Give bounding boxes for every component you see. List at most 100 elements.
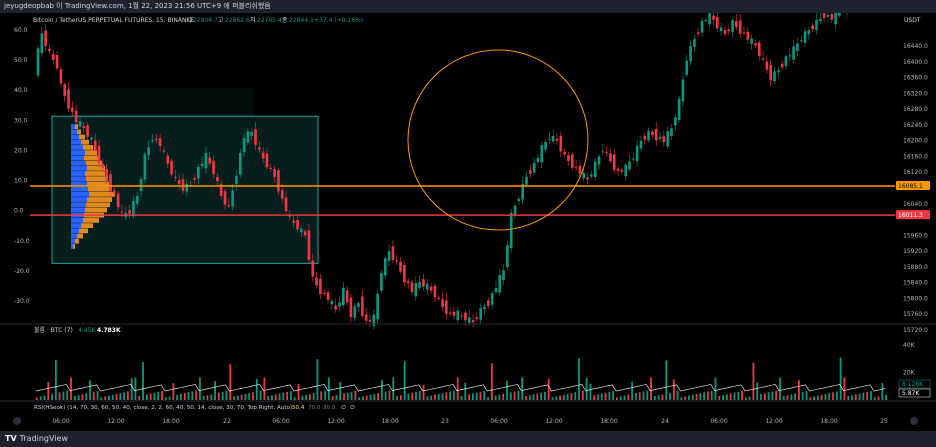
candle-body (155, 139, 158, 141)
volume-bar (714, 377, 717, 400)
volume-bar (290, 391, 292, 400)
candle-body (673, 117, 677, 126)
vp-row-sell-10 (86, 176, 108, 182)
candle-body (383, 258, 387, 276)
volume-bar (263, 377, 266, 400)
candle-body (307, 230, 311, 260)
volume-bar (540, 392, 543, 400)
candle-body (399, 261, 402, 272)
candle-body (422, 279, 425, 287)
candle-body (593, 161, 597, 177)
candle-body (227, 205, 231, 207)
volume-bar (89, 380, 91, 400)
right-axis-tick-16: 15800.0 (903, 295, 928, 302)
volume-bar (820, 394, 823, 400)
volume-bar (396, 396, 398, 400)
volume-bar (157, 391, 160, 400)
volume-profile[interactable] (51, 88, 319, 264)
circle-annotation-group[interactable] (407, 49, 589, 231)
candle-body (525, 176, 528, 185)
symbol-line[interactable]: Bitcoin / TetherUS PERPETUAL FUTURES, 15… (33, 17, 195, 24)
candle-body (82, 126, 86, 129)
vp-row-sell-9 (85, 171, 105, 176)
candle-body (208, 157, 212, 164)
vp-row-buy-15 (71, 202, 86, 208)
candle-body (609, 153, 612, 162)
time-tick-13: 12:00 (765, 418, 782, 425)
settings-icon[interactable] (910, 417, 918, 425)
timezone-icon[interactable] (13, 417, 21, 425)
candle-body (193, 178, 196, 180)
candle-body (750, 38, 753, 45)
volume-bar (506, 380, 508, 400)
vp-row-buy-12 (71, 186, 88, 192)
horizontal-lines[interactable] (30, 185, 895, 216)
time-tick-1: 12:00 (107, 418, 124, 425)
right-axis-tick-1: 16400.0 (903, 59, 928, 66)
vp-row-buy-4 (71, 145, 83, 150)
volume-bar (305, 394, 307, 400)
vp-row-buy-5 (71, 150, 85, 156)
volume-bar (464, 382, 467, 400)
candle-body (403, 264, 406, 283)
time-tick-8: 06:00 (490, 418, 507, 425)
volume-bar (255, 379, 258, 400)
left-axis-tick-9: -30.0 (14, 298, 30, 305)
volume-bar (399, 395, 402, 400)
volume-bar (206, 395, 209, 400)
volume-last-label-1: 5.87K (902, 390, 920, 397)
candle-body (143, 154, 147, 180)
vp-row-buy-1 (71, 129, 77, 135)
volume-title[interactable]: 볼륨 · BTC (7) (34, 327, 73, 334)
candle-body (799, 40, 803, 42)
candle-body (395, 260, 399, 262)
candle-body (357, 303, 360, 308)
volume-profile-upper (70, 88, 253, 117)
volume-bar (301, 395, 304, 400)
candle-body (460, 315, 463, 317)
candle-body (570, 154, 574, 168)
candle-body (712, 15, 715, 20)
candle-body (90, 137, 93, 140)
volume-bar (653, 396, 656, 400)
candle-body (551, 135, 555, 142)
volume-bar (729, 393, 732, 400)
candle-body (765, 61, 769, 70)
vp-row-sell-5 (85, 150, 97, 156)
volume-bar (47, 382, 50, 400)
candle-body (353, 306, 357, 318)
vp-row-buy-2 (71, 134, 79, 140)
right-axis-tick-18: 15720.0 (903, 327, 928, 334)
vp-row-buy-0 (71, 124, 75, 129)
circle-annotation[interactable] (407, 49, 589, 231)
candle-body (521, 183, 524, 200)
volume-bar (373, 393, 376, 400)
volume-bar (646, 390, 649, 400)
brand-name: TradingView (19, 434, 68, 443)
volume-bar (877, 396, 880, 400)
candle-body (277, 170, 280, 192)
volume-bar (259, 390, 262, 400)
right-axis-tick-15: 15840.0 (903, 280, 928, 287)
vp-row-sell-23 (73, 244, 75, 249)
candle-body (502, 270, 505, 280)
volume-bar (324, 390, 326, 400)
volume-bar (483, 391, 486, 400)
candle-body (158, 138, 162, 147)
vp-row-sell-8 (87, 165, 105, 171)
volume-bar (354, 391, 357, 400)
vp-row-sell-11 (87, 181, 109, 187)
volume-bar (422, 384, 425, 400)
candle-body (651, 131, 654, 136)
rsi-title[interactable]: RSI(HSeok) (14, 70, 30, 60, 50, 40, clos… (34, 405, 292, 411)
candle-body (605, 152, 608, 154)
candle-body (479, 308, 482, 320)
volume-bar (123, 392, 125, 400)
candle-body (567, 155, 570, 162)
right-axis-tick-0: 16440.0 (903, 43, 928, 50)
candle-body (635, 145, 639, 162)
brand[interactable]: TV TradingView (5, 434, 68, 443)
volume-bar (214, 381, 216, 400)
candle-body (437, 298, 440, 300)
